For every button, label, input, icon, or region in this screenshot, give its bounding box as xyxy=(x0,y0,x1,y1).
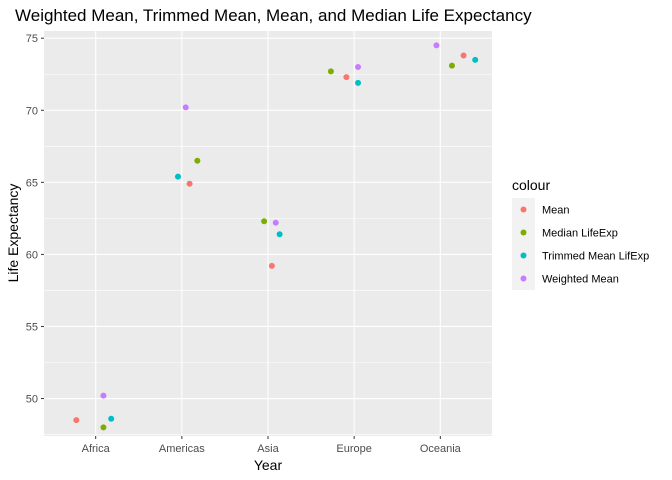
y-tick-label: 55 xyxy=(26,321,38,333)
legend-marker xyxy=(520,229,527,236)
data-point xyxy=(182,104,189,111)
data-point xyxy=(194,157,201,164)
legend-title: colour xyxy=(512,177,550,193)
x-tick-label: Europe xyxy=(336,443,371,455)
data-point xyxy=(276,231,283,238)
legend: colour Mean Median LifeExp Trimmed Mean Li… xyxy=(512,177,649,290)
data-point xyxy=(174,173,181,180)
x-tick-label: Africa xyxy=(82,443,111,455)
data-point xyxy=(272,219,279,226)
legend-label: Weighted Mean xyxy=(542,274,619,286)
x-tick-label: Americas xyxy=(159,443,205,455)
chart-title: Weighted Mean, Trimmed Mean, Mean, and M… xyxy=(15,6,532,25)
legend-label: Trimmed Mean LifExp xyxy=(542,251,649,263)
data-point xyxy=(460,52,467,59)
x-tick-label: Oceania xyxy=(420,443,462,455)
data-point xyxy=(73,417,80,424)
data-point xyxy=(472,56,479,63)
y-tick-label: 65 xyxy=(26,177,38,189)
y-tick-label: 75 xyxy=(26,33,38,45)
y-tick-label: 50 xyxy=(26,394,38,406)
data-point xyxy=(100,424,107,431)
data-point xyxy=(268,262,275,269)
legend-label: Mean xyxy=(542,205,570,217)
legend-marker xyxy=(520,206,527,213)
x-tick-label: Asia xyxy=(257,443,279,455)
legend-marker xyxy=(520,275,527,282)
data-point xyxy=(261,218,268,225)
legend-marker xyxy=(520,252,527,259)
data-point xyxy=(100,392,107,399)
y-tick-label: 70 xyxy=(26,105,38,117)
y-tick-label: 60 xyxy=(26,249,38,261)
data-point xyxy=(355,79,362,86)
y-axis-title: Life Expectancy xyxy=(5,184,21,283)
data-point xyxy=(343,74,350,81)
data-point xyxy=(355,64,362,71)
x-axis: Africa Americas Asia Europe Oceania xyxy=(82,436,462,455)
grid xyxy=(44,31,492,436)
data-point xyxy=(448,62,455,69)
data-point xyxy=(433,42,440,49)
data-point xyxy=(108,415,115,422)
data-point xyxy=(327,68,334,75)
legend-label: Median LifeExp xyxy=(542,228,618,240)
data-points xyxy=(73,42,479,431)
x-axis-title: Year xyxy=(254,457,283,473)
y-axis: 50 55 60 65 70 75 xyxy=(26,33,44,406)
data-point xyxy=(186,180,193,187)
